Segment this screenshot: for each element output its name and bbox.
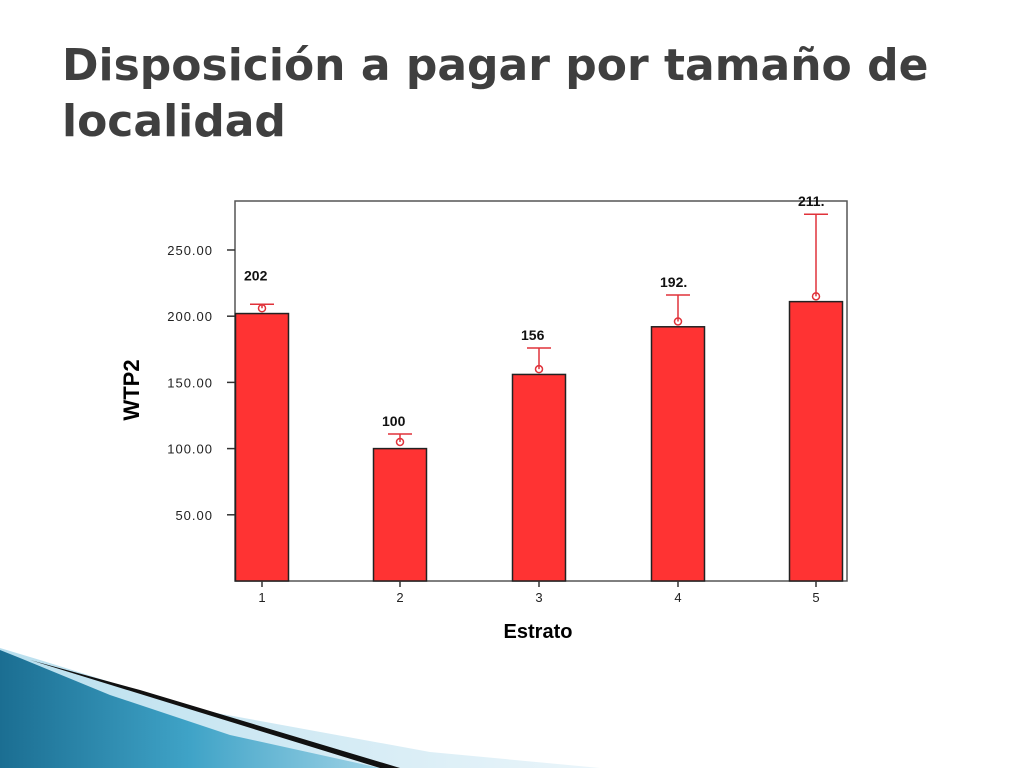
- x-tick-label: 3: [535, 590, 542, 605]
- y-tick-label: 50.00: [175, 508, 213, 523]
- bar: [234, 312, 290, 582]
- error-bar-mean-marker: [811, 292, 821, 301]
- x-tick-label: 5: [812, 590, 819, 605]
- page-title: Disposición a pagar por tamaño de locali…: [62, 40, 929, 147]
- bar: [511, 373, 567, 582]
- x-axis-label: Estrato: [504, 621, 573, 643]
- error-bar-mean-marker: [673, 317, 683, 326]
- y-tick-label: 200.00: [167, 309, 213, 324]
- y-tick-label: 150.00: [167, 375, 213, 390]
- data-label: 156: [521, 327, 545, 343]
- x-tick-label: 2: [396, 590, 403, 605]
- y-tick-label: 250.00: [167, 243, 213, 258]
- bar: [788, 300, 844, 582]
- error-bar-mean-marker: [534, 364, 544, 374]
- x-tick-label: 1: [258, 590, 265, 605]
- bar: [372, 447, 428, 582]
- data-label: 211.: [798, 193, 824, 209]
- error-bar-mean-marker: [257, 303, 267, 313]
- data-label: 100: [382, 413, 406, 429]
- data-label: 202: [244, 267, 268, 283]
- y-tick-label: 100.00: [167, 442, 213, 457]
- data-label: 192.: [660, 274, 687, 290]
- bar: [650, 326, 706, 582]
- error-bar-mean-marker: [395, 437, 405, 447]
- y-axis-label: WTP2: [119, 359, 144, 420]
- x-tick-label: 4: [674, 590, 681, 605]
